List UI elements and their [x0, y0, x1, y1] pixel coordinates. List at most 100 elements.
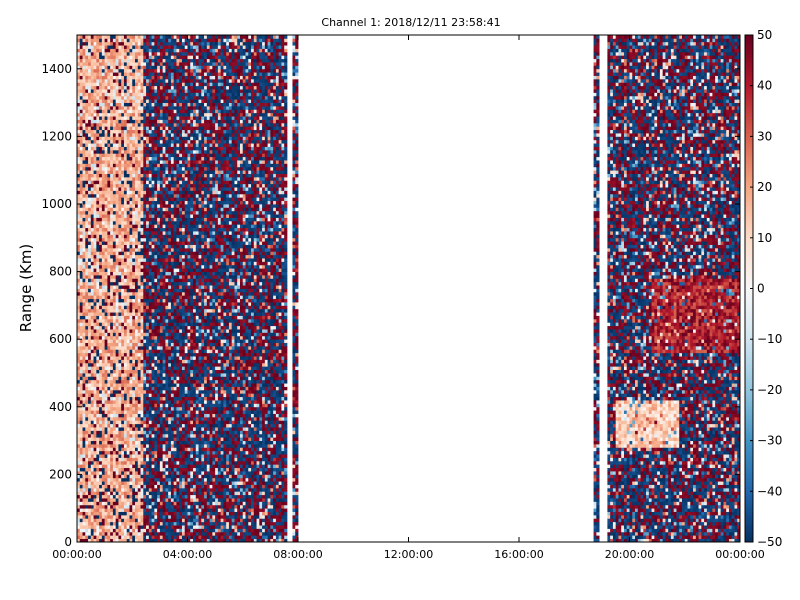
heatmap-cell — [165, 494, 169, 499]
heatmap-cell — [110, 95, 114, 100]
heatmap-cell — [115, 116, 119, 120]
heatmap-cell — [79, 525, 83, 529]
heatmap-cell — [146, 237, 150, 242]
heatmap-cell — [157, 481, 161, 485]
heatmap-cell — [137, 170, 141, 174]
heatmap-cell — [79, 58, 83, 63]
heatmap-cell — [118, 149, 122, 154]
heatmap-cell — [104, 369, 108, 374]
heatmap-cell — [129, 45, 133, 49]
heatmap-cell — [118, 345, 122, 350]
heatmap-cell — [157, 467, 161, 472]
heatmap-cell — [90, 258, 94, 262]
heatmap-cell — [143, 285, 147, 289]
heatmap-cell — [118, 339, 122, 343]
heatmap-cell — [90, 511, 94, 516]
heatmap-cell — [137, 322, 141, 327]
heatmap-cell — [93, 160, 97, 164]
heatmap-cell — [121, 403, 125, 408]
heatmap-cell — [93, 332, 97, 337]
heatmap-cell — [88, 207, 92, 212]
heatmap-cell — [82, 400, 86, 404]
heatmap-cell — [104, 204, 108, 208]
heatmap-cell — [159, 166, 164, 171]
heatmap-cell — [104, 214, 108, 218]
heatmap-cell — [143, 261, 147, 266]
heatmap-cell — [148, 295, 152, 300]
heatmap-cell — [93, 362, 97, 367]
heatmap-cell — [148, 220, 152, 225]
heatmap-cell — [79, 433, 83, 438]
heatmap-cell — [96, 450, 100, 455]
heatmap-cell — [151, 535, 155, 540]
heatmap-cell — [135, 383, 139, 387]
heatmap-cell — [104, 217, 108, 222]
heatmap-cell — [112, 149, 117, 154]
heatmap-cell — [146, 383, 150, 387]
heatmap-cell — [121, 376, 125, 381]
heatmap-cell — [85, 173, 89, 178]
heatmap-cell — [132, 190, 136, 195]
heatmap-cell — [104, 400, 108, 404]
heatmap-cell — [96, 437, 100, 441]
heatmap-cell — [101, 393, 106, 398]
heatmap-cell — [107, 247, 111, 252]
heatmap-cell — [168, 403, 172, 408]
heatmap-cell — [132, 112, 136, 117]
heatmap-cell — [107, 471, 111, 475]
heatmap-cell — [148, 281, 152, 286]
heatmap-cell — [107, 92, 111, 97]
heatmap-cell — [79, 116, 83, 120]
heatmap-cell — [157, 464, 161, 469]
heatmap-cell — [137, 207, 141, 212]
heatmap-cell — [93, 274, 97, 279]
heatmap-cell — [110, 525, 114, 529]
heatmap-cell — [88, 133, 92, 137]
heatmap-cell — [85, 136, 89, 141]
heatmap-cell — [148, 528, 152, 533]
heatmap-cell — [129, 204, 133, 208]
heatmap-cell — [165, 281, 169, 286]
heatmap-cell — [129, 410, 133, 414]
heatmap-cell — [85, 109, 89, 114]
heatmap-cell — [118, 45, 122, 49]
heatmap-cell — [148, 386, 152, 391]
heatmap-cell — [118, 460, 122, 465]
heatmap-cell — [104, 65, 108, 70]
heatmap-cell — [110, 200, 114, 205]
heatmap-cell — [146, 416, 150, 421]
heatmap-cell — [151, 477, 155, 482]
heatmap-cell — [79, 89, 83, 93]
heatmap-cell — [159, 538, 164, 542]
heatmap-cell — [110, 105, 114, 110]
heatmap-cell — [90, 521, 94, 526]
heatmap-cell — [118, 160, 122, 164]
heatmap-cell — [146, 403, 150, 408]
heatmap-cell — [110, 237, 114, 242]
heatmap-cell — [126, 281, 130, 286]
heatmap-cell — [85, 521, 89, 526]
heatmap-cell — [159, 126, 164, 131]
heatmap-cell — [115, 308, 119, 313]
heatmap-cell — [79, 271, 83, 276]
heatmap-cell — [107, 197, 111, 202]
heatmap-cell — [148, 75, 152, 80]
heatmap-cell — [77, 312, 81, 316]
heatmap-cell — [137, 163, 141, 168]
heatmap-cell — [165, 200, 169, 205]
heatmap-cell — [132, 376, 136, 381]
heatmap-cell — [129, 251, 133, 256]
heatmap-cell — [129, 471, 133, 475]
heatmap-cell — [129, 322, 133, 327]
heatmap-cell — [77, 450, 81, 455]
heatmap-cell — [151, 312, 155, 316]
heatmap-cell — [77, 55, 81, 60]
heatmap-cell — [99, 75, 103, 80]
heatmap-cell — [154, 433, 158, 438]
heatmap-cell — [96, 504, 100, 509]
heatmap-cell — [104, 78, 108, 83]
heatmap-cell — [146, 112, 150, 117]
heatmap-cell — [79, 166, 83, 171]
heatmap-cell — [115, 220, 119, 225]
heatmap-cell — [79, 393, 83, 398]
